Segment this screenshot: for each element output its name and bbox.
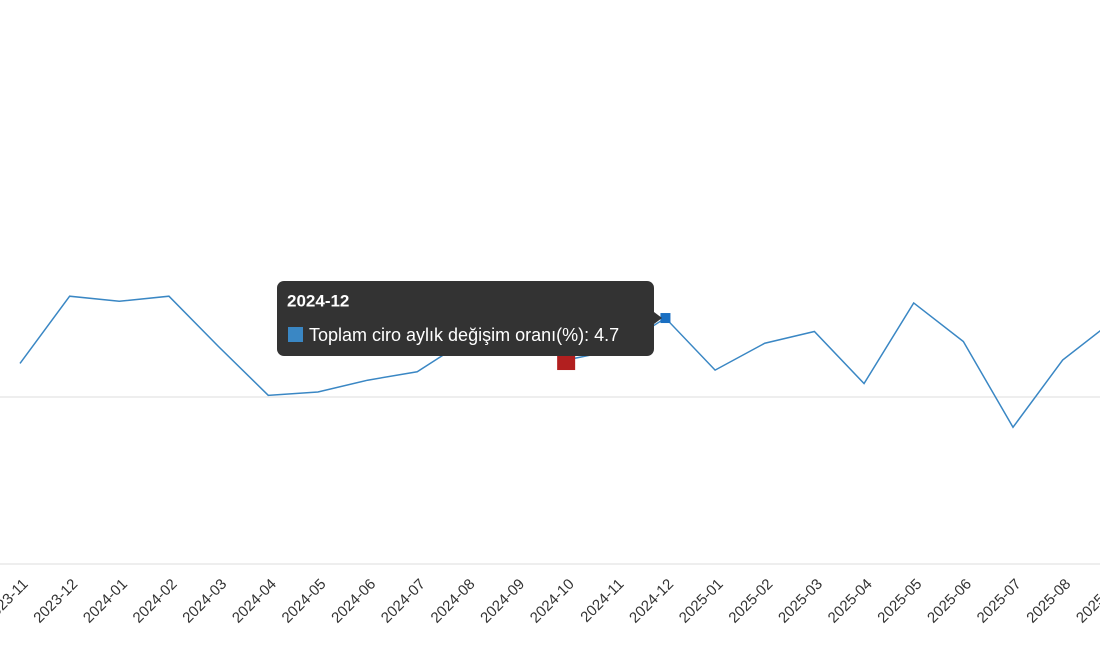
x-tick-label: 2025-04 [825, 576, 876, 627]
x-tick-label: 2024-06 [328, 576, 379, 627]
tooltip-series-name: Toplam ciro aylık değişim oranı(%) [309, 325, 584, 345]
x-tick-label: 2024-02 [130, 576, 181, 627]
x-tick-label: 2024-11 [577, 576, 627, 626]
x-tick-label: 2024-05 [279, 576, 330, 627]
tooltip: 2024-12 Toplam ciro aylık değişim oranı(%… [277, 281, 662, 356]
x-tick-label: 2025-08 [1023, 576, 1074, 627]
x-tick-label: 2025-06 [924, 576, 975, 627]
x-tick-label: 2025-01 [676, 576, 727, 627]
tooltip-arrow [654, 312, 662, 324]
tooltip-value: 4.7 [594, 325, 619, 345]
tooltip-separator: : [584, 325, 594, 345]
highlight-marker [557, 354, 576, 371]
x-tick-label: 2024-12 [626, 576, 677, 627]
x-tick-label: 2025-03 [775, 576, 826, 627]
tooltip-box [277, 281, 654, 356]
x-tick-label: 2024-10 [527, 576, 578, 627]
tooltip-swatch [288, 327, 303, 342]
x-tick-label: 2025-09 [1073, 576, 1100, 627]
x-tick-label: 2025-02 [725, 576, 776, 627]
x-tick-label: 2024-07 [378, 576, 429, 627]
x-tick-label: 2024-03 [179, 576, 230, 627]
x-tick-label: 2024-09 [477, 576, 528, 627]
active-marker [660, 313, 671, 324]
x-tick-label: 2024-01 [80, 576, 131, 627]
x-tick-label: 2024-04 [229, 576, 280, 627]
x-tick-label: 2023-11 [0, 576, 32, 626]
tooltip-text: Toplam ciro aylık değişim oranı(%): 4.7 [309, 325, 619, 345]
x-tick-label: 2025-05 [874, 576, 925, 627]
x-tick-label: 2024-08 [428, 576, 479, 627]
tooltip-title: 2024-12 [287, 291, 349, 310]
x-tick-label: 2023-12 [30, 576, 81, 627]
x-tick-label: 2025-07 [974, 576, 1025, 627]
